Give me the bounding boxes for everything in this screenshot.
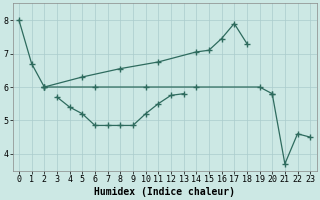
X-axis label: Humidex (Indice chaleur): Humidex (Indice chaleur) — [94, 186, 235, 197]
